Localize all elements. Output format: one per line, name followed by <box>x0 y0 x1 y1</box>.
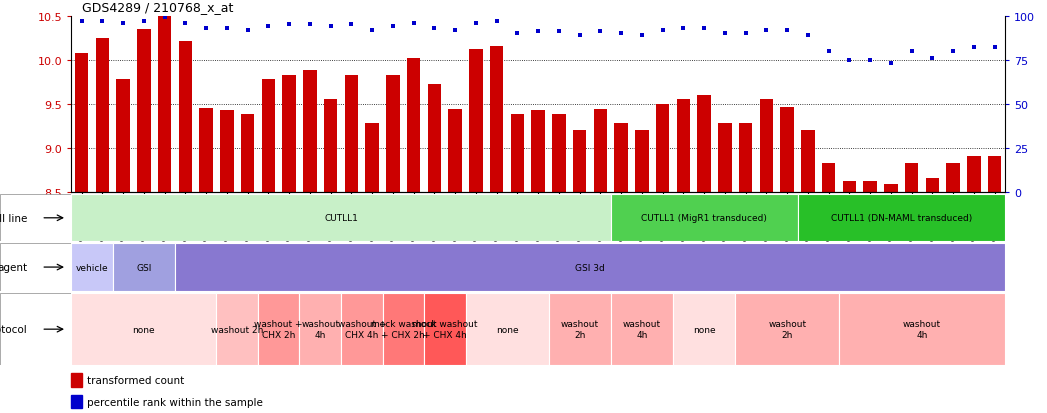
Text: mock washout
+ CHX 4h: mock washout + CHX 4h <box>413 320 477 339</box>
Bar <box>448 109 462 192</box>
Bar <box>676 100 690 192</box>
Bar <box>843 182 856 192</box>
Text: GSI 3d: GSI 3d <box>575 263 605 272</box>
Bar <box>822 164 836 192</box>
Bar <box>655 104 669 192</box>
Bar <box>469 50 483 192</box>
Bar <box>885 185 897 192</box>
Bar <box>382 293 424 366</box>
Bar <box>967 157 981 192</box>
Bar <box>299 293 341 366</box>
Text: none: none <box>693 325 715 334</box>
Text: none: none <box>133 325 155 334</box>
Bar <box>71 395 82 408</box>
Bar <box>71 195 610 242</box>
Bar <box>304 71 316 192</box>
Text: transformed count: transformed count <box>87 375 184 385</box>
Bar <box>324 100 337 192</box>
Bar <box>735 293 839 366</box>
Bar <box>552 115 565 192</box>
Text: cell line: cell line <box>0 213 27 223</box>
Bar <box>739 123 753 192</box>
Bar <box>760 100 773 192</box>
Text: CUTLL1 (DN-MAML transduced): CUTLL1 (DN-MAML transduced) <box>830 214 972 223</box>
Text: agent: agent <box>0 262 27 273</box>
Bar <box>905 164 918 192</box>
Bar <box>95 38 109 192</box>
Bar <box>615 123 628 192</box>
Bar <box>71 293 217 366</box>
Bar <box>697 95 711 192</box>
Bar <box>258 293 299 366</box>
Text: mock washout
+ CHX 2h: mock washout + CHX 2h <box>371 320 436 339</box>
Bar <box>594 109 607 192</box>
Bar <box>511 115 525 192</box>
Bar <box>424 293 466 366</box>
Bar <box>839 293 1005 366</box>
Bar <box>466 293 549 366</box>
Text: vehicle: vehicle <box>75 263 108 272</box>
Bar <box>798 195 1005 242</box>
Bar <box>718 123 732 192</box>
Bar <box>926 179 939 192</box>
Bar <box>179 42 192 192</box>
Text: washout
4h: washout 4h <box>904 320 941 339</box>
Bar <box>199 109 213 192</box>
Bar <box>427 85 441 192</box>
Text: washout +
CHX 4h: washout + CHX 4h <box>337 320 386 339</box>
Bar <box>365 123 379 192</box>
Bar <box>780 108 794 192</box>
Bar <box>220 110 233 192</box>
Bar <box>137 30 151 192</box>
Bar <box>113 244 175 291</box>
Bar <box>864 182 877 192</box>
Text: CUTLL1 (MigR1 transduced): CUTLL1 (MigR1 transduced) <box>641 214 767 223</box>
Text: washout
4h: washout 4h <box>623 320 661 339</box>
Text: washout 2h: washout 2h <box>211 325 264 334</box>
Bar <box>532 110 544 192</box>
Text: GSI: GSI <box>136 263 152 272</box>
Bar <box>610 195 798 242</box>
Text: washout
2h: washout 2h <box>768 320 806 339</box>
Bar <box>175 244 1005 291</box>
Bar <box>241 115 254 192</box>
Bar <box>988 157 1002 192</box>
Bar <box>801 131 815 192</box>
Bar <box>673 293 735 366</box>
Text: protocol: protocol <box>0 324 27 335</box>
Bar <box>946 164 960 192</box>
Bar <box>71 244 113 291</box>
Bar <box>71 373 82 387</box>
Bar <box>573 131 586 192</box>
Bar <box>549 293 610 366</box>
Bar <box>341 293 382 366</box>
Bar <box>74 53 88 192</box>
Bar <box>386 75 400 192</box>
Bar <box>344 75 358 192</box>
Bar <box>407 59 421 192</box>
Bar <box>262 80 275 192</box>
Text: washout +
CHX 2h: washout + CHX 2h <box>254 320 303 339</box>
Bar <box>116 80 130 192</box>
Text: CUTLL1: CUTLL1 <box>325 214 358 223</box>
Text: GDS4289 / 210768_x_at: GDS4289 / 210768_x_at <box>82 2 233 14</box>
Bar <box>283 76 296 192</box>
Text: percentile rank within the sample: percentile rank within the sample <box>87 396 263 407</box>
Text: washout
2h: washout 2h <box>560 320 599 339</box>
Bar <box>158 17 172 192</box>
Bar <box>490 47 504 192</box>
Text: none: none <box>495 325 518 334</box>
Bar <box>217 293 258 366</box>
Bar <box>636 131 649 192</box>
Text: washout
4h: washout 4h <box>302 320 339 339</box>
Bar <box>610 293 673 366</box>
